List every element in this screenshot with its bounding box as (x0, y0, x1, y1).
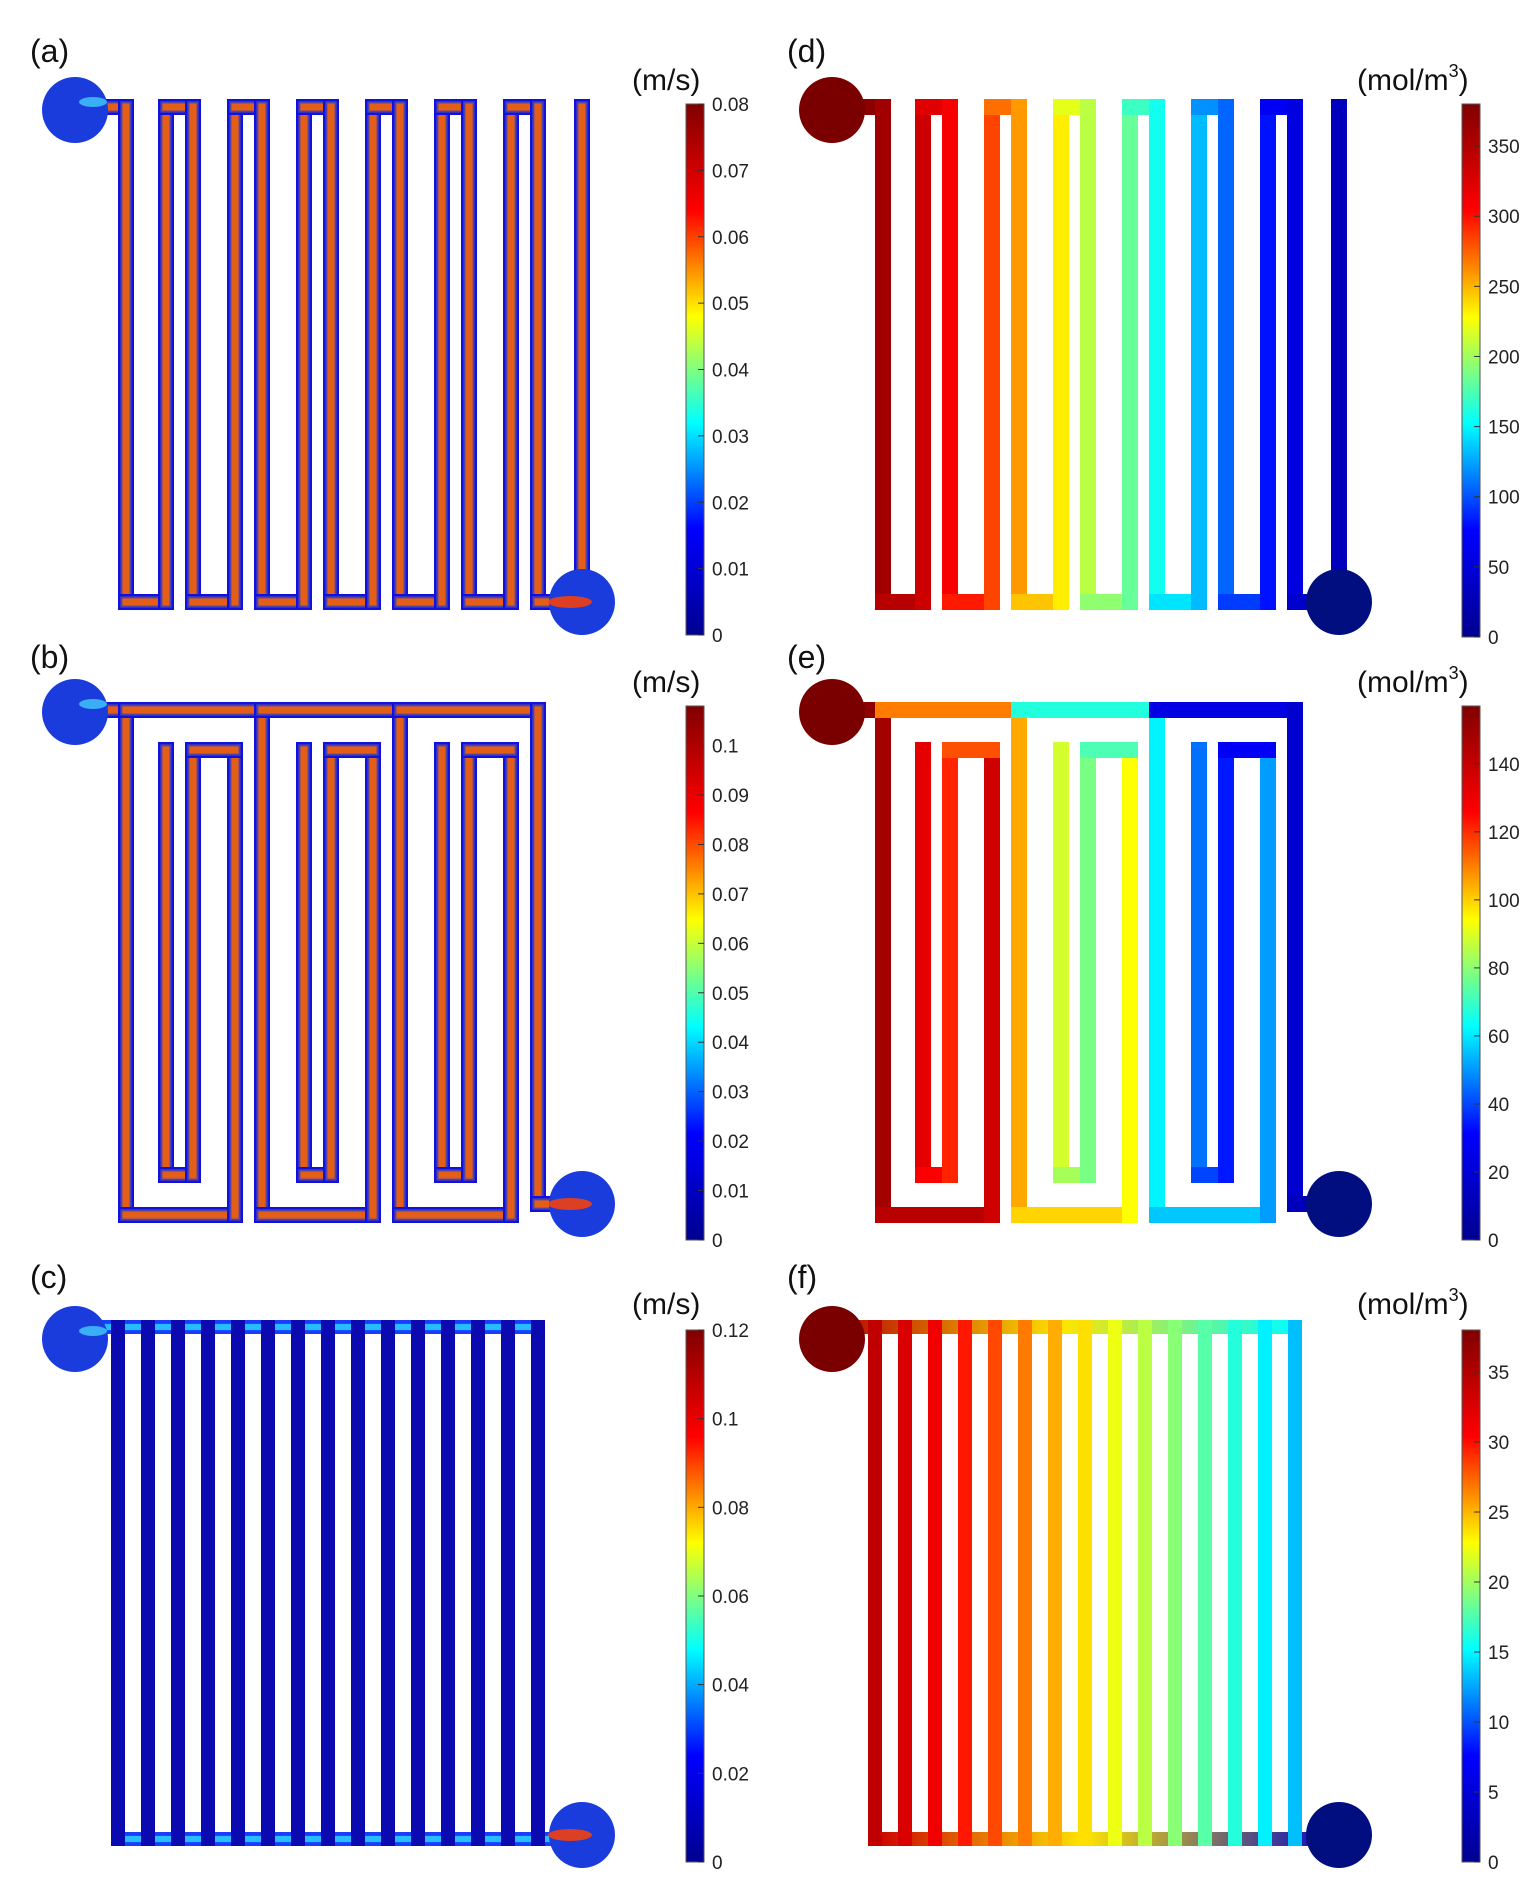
panel-label-a: (a) (30, 33, 69, 69)
colorbar-tick-label: 0.03 (712, 1083, 749, 1104)
colorbar-tick-label: 0.03 (712, 427, 749, 448)
colorbar-tick-label: 0 (1488, 1853, 1499, 1874)
colorbar-tick-label: 0 (1488, 628, 1499, 649)
colorbar-tick-label: 150 (1488, 418, 1520, 439)
colorbar-tick-label: 140 (1488, 755, 1520, 776)
colorbar-tick-label: 0.08 (712, 1498, 749, 1519)
colorbar-tick-label: 0.07 (712, 161, 749, 182)
inlet-port (42, 77, 108, 143)
colorbar-e: 0 20 40 60 80 100 120 140 (1461, 705, 1520, 1252)
inlet-port (42, 1306, 108, 1372)
colorbar-tick-label: 0.04 (712, 1033, 749, 1054)
colorbar-tick-label: 0.09 (712, 786, 749, 807)
colorbar-gradient (1461, 705, 1481, 1241)
panel-label-c: (c) (30, 1259, 67, 1295)
colorbar-tick-label: 40 (1488, 1095, 1509, 1116)
colorbar-tick-label: 0.05 (712, 294, 749, 315)
unit-label-a: (m/s) (632, 64, 700, 97)
colorbar-tick-label: 20 (1488, 1573, 1509, 1594)
colorbar-tick-label: 0.02 (712, 493, 749, 514)
outlet-port (1306, 1171, 1372, 1237)
colorbar-a: 0 0.01 0.02 0.03 0.04 0.05 0.06 0.07 0.08 (685, 95, 749, 647)
colorbar-tick-label: 0.06 (712, 228, 749, 249)
colorbar-tick-label: 0 (712, 1231, 723, 1252)
colorbar-tick-label: 60 (1488, 1027, 1509, 1048)
velocity-field-serpentine (42, 77, 615, 635)
colorbar-tick-label: 0.06 (712, 1587, 749, 1608)
unit-label-e: (mol/m3) (1357, 663, 1469, 699)
colorbar-tick-label: 100 (1488, 891, 1520, 912)
inlet-jet (79, 699, 107, 709)
colorbar-tick-label: 5 (1488, 1783, 1499, 1804)
colorbar-tick-label: 0.02 (712, 1132, 749, 1153)
concentration-field-parallel-serpentine (799, 679, 1372, 1237)
colorbar-tick-label: 0 (1488, 1231, 1499, 1252)
unit-label-b: (m/s) (632, 666, 700, 699)
colorbar-tick-label: 0.08 (712, 95, 749, 116)
colorbar-f: 0 5 10 15 20 25 30 35 (1461, 1329, 1509, 1874)
colorbar-gradient (1461, 103, 1481, 638)
colorbar-tick-label: 120 (1488, 823, 1520, 844)
panel-label-d: (d) (787, 33, 826, 69)
outlet-jet (548, 1829, 592, 1841)
colorbar-tick-label: 25 (1488, 1503, 1509, 1524)
colorbar-tick-label: 300 (1488, 207, 1520, 228)
colorbar-c: 0 0.02 0.04 0.06 0.08 0.1 0.12 (685, 1321, 749, 1874)
panel-label-f: (f) (787, 1259, 817, 1295)
panel-label-b: (b) (30, 639, 69, 675)
inlet-port (799, 77, 865, 143)
concentration-field-parallel (799, 1306, 1372, 1868)
colorbar-tick-label: 0 (712, 1853, 723, 1874)
colorbar-gradient (685, 705, 705, 1241)
colorbar-tick-label: 0.02 (712, 1764, 749, 1785)
colorbar-tick-label: 15 (1488, 1643, 1509, 1664)
colorbar-b: 0 0.01 0.02 0.03 0.04 0.05 0.06 0.07 0.08 0.09 0.1 (685, 705, 749, 1252)
outlet-port (1306, 1802, 1372, 1868)
colorbar-tick-label: 0.07 (712, 885, 749, 906)
unit-label-d: (mol/m3) (1357, 61, 1469, 97)
colorbar-tick-label: 30 (1488, 1433, 1509, 1454)
colorbar-tick-label: 35 (1488, 1363, 1509, 1384)
unit-label-f: (mol/m3) (1357, 1285, 1469, 1321)
inlet-jet (79, 1326, 107, 1336)
colorbar-tick-label: 0.05 (712, 984, 749, 1005)
inlet-jet (79, 97, 107, 107)
colorbar-tick-label: 0.1 (712, 737, 738, 758)
colorbar-tick-label: 350 (1488, 137, 1520, 158)
colorbar-tick-label: 0.01 (712, 560, 749, 581)
outlet-port (1306, 569, 1372, 635)
outlet-jet (548, 1198, 592, 1210)
colorbar-tick-label: 0.04 (712, 1676, 749, 1697)
concentration-field-serpentine (799, 77, 1372, 635)
colorbar-tick-label: 200 (1488, 347, 1520, 368)
colorbar-tick-label: 0.06 (712, 934, 749, 955)
colorbar-tick-label: 0 (712, 626, 723, 647)
colorbar-tick-label: 80 (1488, 959, 1509, 980)
panel-label-e: (e) (787, 639, 826, 675)
colorbar-tick-label: 0.01 (712, 1182, 749, 1203)
inlet-port (42, 679, 108, 745)
velocity-field-parallel-serpentine (42, 679, 615, 1237)
colorbar-tick-label: 10 (1488, 1713, 1509, 1734)
outlet-jet (548, 596, 592, 608)
colorbar-tick-label: 0.12 (712, 1321, 749, 1342)
colorbar-tick-label: 0.04 (712, 361, 749, 382)
colorbar-gradient (1461, 1329, 1481, 1863)
colorbar-tick-label: 0.08 (712, 835, 749, 856)
colorbar-tick-label: 50 (1488, 558, 1509, 579)
colorbar-tick-label: 250 (1488, 277, 1520, 298)
colorbar-d: 0 50 100 150 200 250 300 350 (1461, 103, 1520, 649)
velocity-field-parallel (42, 1306, 615, 1868)
unit-label-c: (m/s) (632, 1288, 700, 1321)
inlet-port (799, 679, 865, 745)
colorbar-tick-label: 20 (1488, 1163, 1509, 1184)
inlet-port (799, 1306, 865, 1372)
colorbar-tick-label: 100 (1488, 488, 1520, 509)
colorbar-tick-label: 0.1 (712, 1410, 738, 1431)
